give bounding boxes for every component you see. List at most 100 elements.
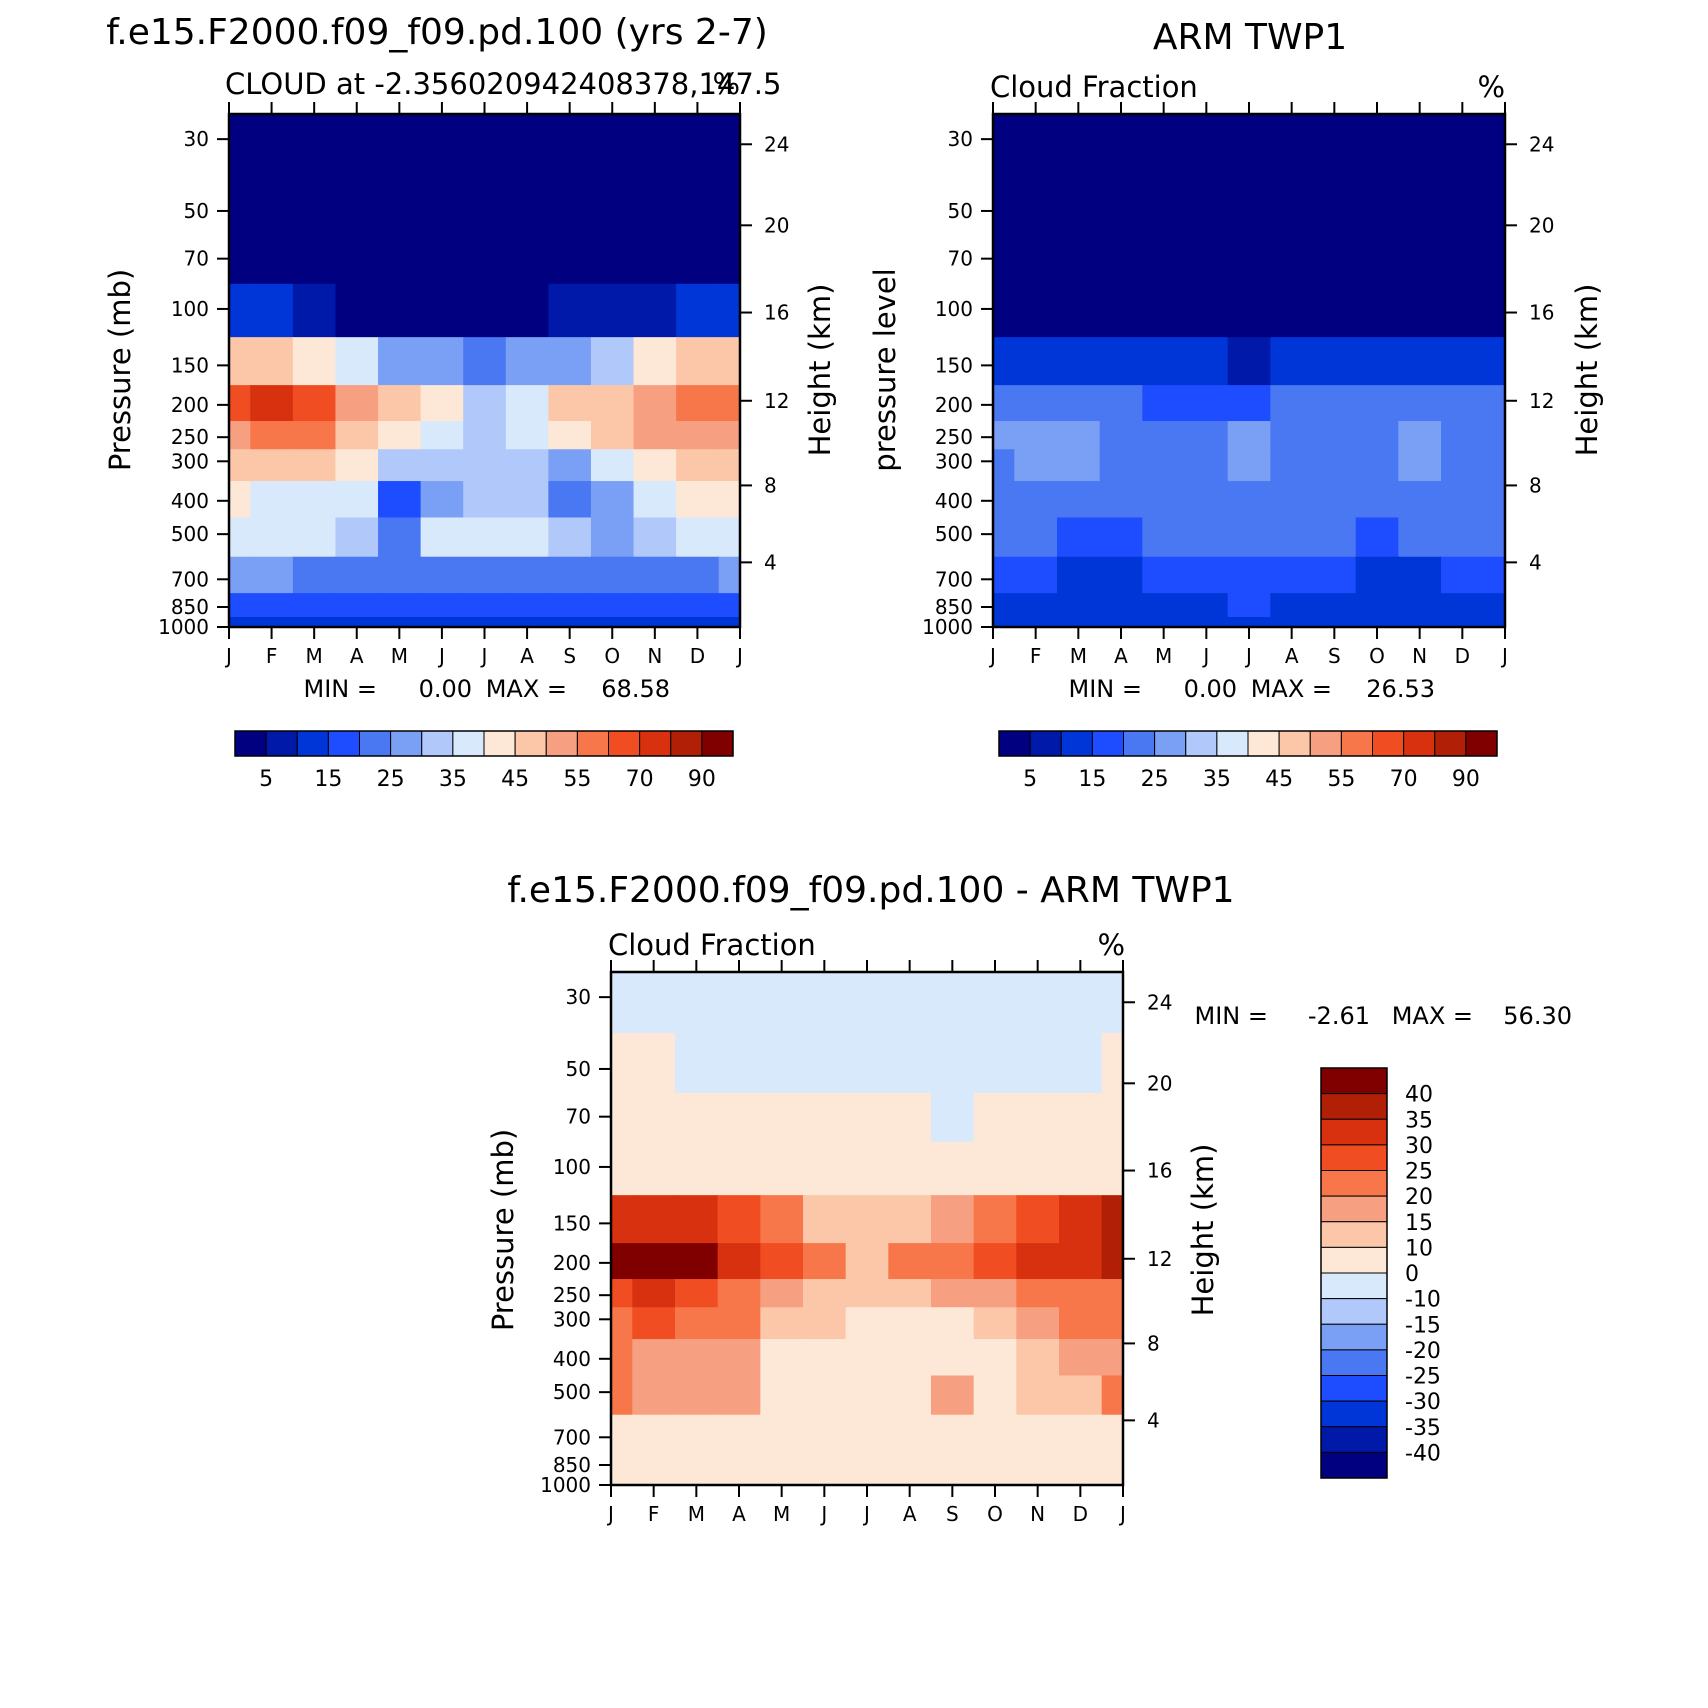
obs-cell: [1185, 449, 1229, 482]
diff-cell: [931, 1141, 975, 1196]
model-cell: [548, 556, 592, 594]
obs-cell: [1099, 593, 1143, 618]
model-cell: [229, 481, 251, 519]
diff-cell: [803, 1475, 847, 1486]
model-cell: [505, 421, 549, 450]
model-colorbar-swatch: [421, 730, 454, 757]
obs-cell: [1441, 385, 1485, 422]
model-y-tick-label: 300: [171, 449, 209, 473]
diff-cell: [931, 1475, 975, 1486]
model-cell: [229, 517, 251, 558]
diff-cell: [1101, 1375, 1124, 1416]
model-cell: [250, 556, 294, 594]
model-cell: [633, 175, 677, 236]
model-cell: [718, 617, 741, 628]
model-cell: [505, 234, 549, 285]
obs-y2-tick-label: 4: [1529, 550, 1542, 574]
model-cell: [548, 114, 592, 176]
obs-cell: [993, 421, 1015, 450]
model-colorbar-label: 35: [439, 767, 467, 792]
diff-cell: [973, 1243, 1017, 1280]
obs-cell: [993, 481, 1015, 519]
diff-colorbar-label: 10: [1405, 1236, 1433, 1261]
model-y2-tick-label: 12: [764, 389, 789, 413]
model-cell: [292, 283, 337, 338]
model-cell: [548, 449, 592, 482]
diff-cell: [632, 1375, 676, 1416]
obs-cell: [1057, 593, 1101, 618]
model-cell: [463, 234, 507, 285]
obs-cell: [1057, 556, 1101, 594]
model-cell: [590, 421, 635, 450]
obs-cell: [1142, 175, 1186, 236]
diff-cell: [1101, 1414, 1124, 1452]
obs-x-tick-label: N: [1412, 644, 1427, 668]
model-y-tick-label: 500: [171, 522, 209, 546]
model-cell: [633, 449, 677, 482]
model-title: f.e15.F2000.f09_f09.pd.100 (yrs 2-7): [106, 12, 768, 53]
model-max-value: 68.58: [601, 675, 670, 703]
obs-cell: [1483, 617, 1506, 628]
obs-cell: [1441, 481, 1485, 519]
model-cell: [676, 593, 720, 618]
obs-cell: [1057, 283, 1101, 338]
model-cell: [335, 337, 379, 386]
diff-cell: [611, 1243, 633, 1280]
obs-cell: [1185, 617, 1229, 628]
obs-cell: [993, 114, 1015, 176]
obs-colorbar: 5 15 25 35 45 55 70 90: [998, 730, 1498, 792]
diff-title: f.e15.F2000.f09_f09.pd.100 - ARM TWP1: [507, 870, 1234, 911]
diff-cell: [973, 1307, 1017, 1340]
obs-cell: [1014, 556, 1058, 594]
diff-cell: [803, 1414, 847, 1452]
diff-cell: [845, 1243, 889, 1280]
obs-y2-tick-label: 20: [1529, 213, 1554, 237]
diff-cell: [611, 1307, 633, 1340]
obs-y2-tick-label: 12: [1529, 389, 1554, 413]
diff-cell: [931, 972, 975, 1034]
obs-cell: [1355, 617, 1399, 628]
obs-cell: [1313, 517, 1357, 558]
model-cell: [633, 517, 677, 558]
diff-min-value: -2.61: [1308, 1002, 1370, 1030]
obs-ylabel-right: Height (km): [1570, 284, 1604, 457]
model-colorbar-swatch: [608, 730, 641, 757]
obs-colorbar-swatch: [1123, 730, 1156, 757]
model-cell: [378, 283, 422, 338]
obs-cell: [1313, 481, 1357, 519]
diff-x-tick-label: J: [862, 1502, 870, 1526]
diff-cell: [675, 1375, 719, 1416]
diff-cell: [611, 972, 633, 1034]
model-cell: [718, 234, 741, 285]
diff-cell: [1016, 1243, 1060, 1280]
diff-cell: [717, 1475, 761, 1486]
model-x-tick-label: D: [690, 644, 705, 668]
obs-colorbar-label: 35: [1203, 767, 1231, 792]
model-y-tick-label: 150: [171, 353, 209, 377]
obs-cell: [1014, 517, 1058, 558]
obs-x-tick-label: S: [1328, 644, 1341, 668]
model-ylabel-left: Pressure (mb): [103, 269, 137, 471]
diff-y2-tick-label: 20: [1147, 1071, 1172, 1095]
model-y2-tick-label: 20: [764, 213, 789, 237]
model-cell: [420, 617, 464, 628]
model-cell: [292, 234, 337, 285]
diff-cell: [1059, 1339, 1103, 1377]
model-colorbar: 5 15 25 35 45 55 70 90: [234, 730, 734, 792]
obs-colorbar-frame: [998, 730, 1498, 757]
model-x-tick-label: O: [604, 644, 620, 668]
model-colorbar-swatch: [576, 730, 610, 757]
model-cell: [420, 481, 464, 519]
model-colorbar-label: 45: [501, 767, 529, 792]
diff-colorbar-swatch: [1320, 1246, 1388, 1274]
model-cell: [676, 283, 720, 338]
diff-colorbar-label: 40: [1405, 1083, 1433, 1108]
diff-cell: [931, 1033, 975, 1094]
diff-cell: [888, 1451, 932, 1476]
obs-x-tick-label: J: [1201, 644, 1209, 668]
diff-cell: [1101, 1092, 1124, 1143]
model-y-tick-label: 50: [184, 199, 209, 223]
obs-x-tick-label: J: [1500, 644, 1508, 668]
model-cell: [335, 421, 379, 450]
